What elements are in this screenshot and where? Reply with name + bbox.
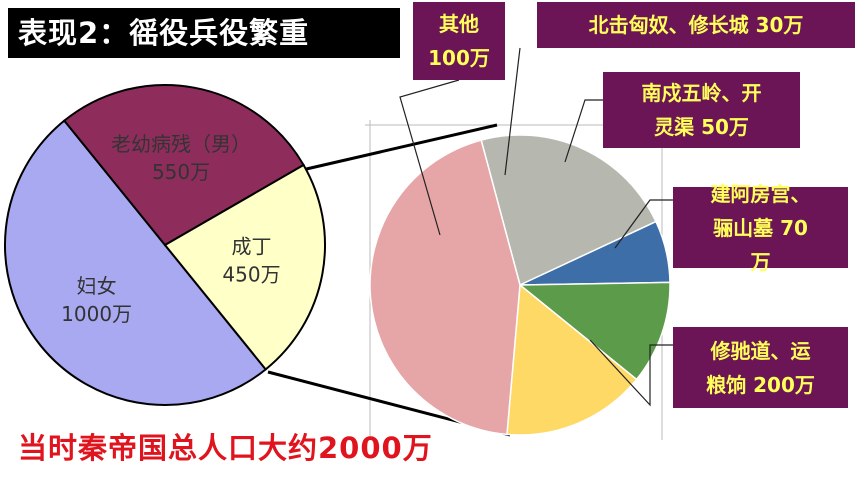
callout-box: 其他 100万 <box>413 2 505 80</box>
callout-text: 北击匈奴、修长城 30万 <box>589 8 804 42</box>
callout-category: 其他 <box>439 12 479 36</box>
pie <box>4 84 326 406</box>
callout-category: 建阿房宫、骊山墓 <box>710 181 811 240</box>
slice-label: 老幼病残（男） <box>111 132 251 156</box>
callout-value: 30万 <box>755 13 804 37</box>
callout-box: 建阿房宫、骊山墓 70万 <box>673 182 848 274</box>
pie-slice <box>163 163 326 371</box>
pie-slice <box>506 283 638 436</box>
slide-title: 表现2：徭役兵役繁重 <box>8 8 400 58</box>
callout-text: 修驰道、运粮饷 200万 <box>705 334 816 402</box>
callout-value: 200万 <box>753 372 815 397</box>
pie-slice <box>480 134 657 287</box>
pie-slice <box>517 281 671 381</box>
callout-box: 南戍五岭、开灵渠 50万 <box>603 72 800 148</box>
callout-text: 其他 100万 <box>428 7 490 75</box>
callout-box: 北击匈奴、修长城 30万 <box>537 2 855 48</box>
callout-line <box>614 199 673 249</box>
callout-line <box>589 339 673 407</box>
callout-value: 100万 <box>428 46 490 70</box>
slice-label: 成丁 <box>232 235 272 259</box>
pie-slice <box>369 139 521 436</box>
pie-slice <box>4 119 268 406</box>
callout-category: 南戍五岭、开灵渠 <box>641 81 762 139</box>
callout-value: 50万 <box>701 115 749 139</box>
callout-text: 南戍五岭、开灵渠 50万 <box>638 76 765 144</box>
callout-line <box>504 47 521 176</box>
pie <box>369 134 671 436</box>
callout-category: 北击匈奴、修长城 <box>588 13 749 37</box>
slice-value-label: 1000万 <box>61 302 132 326</box>
footer-note: 当时秦帝国总人口大约2000万 <box>18 431 433 465</box>
slice-label: 妇女 <box>77 274 117 298</box>
callout-line <box>564 99 603 163</box>
slice-value-label: 450万 <box>222 263 280 287</box>
slice-value-label: 550万 <box>152 160 210 184</box>
callout-value: 70万 <box>750 215 808 274</box>
callout-text: 建阿房宫、骊山墓 70万 <box>705 177 816 279</box>
callout-line <box>399 79 460 236</box>
pie-slice <box>62 84 305 247</box>
callout-box: 修驰道、运粮饷 200万 <box>673 327 848 408</box>
callout-category: 修驰道、运粮饷 <box>706 338 811 397</box>
